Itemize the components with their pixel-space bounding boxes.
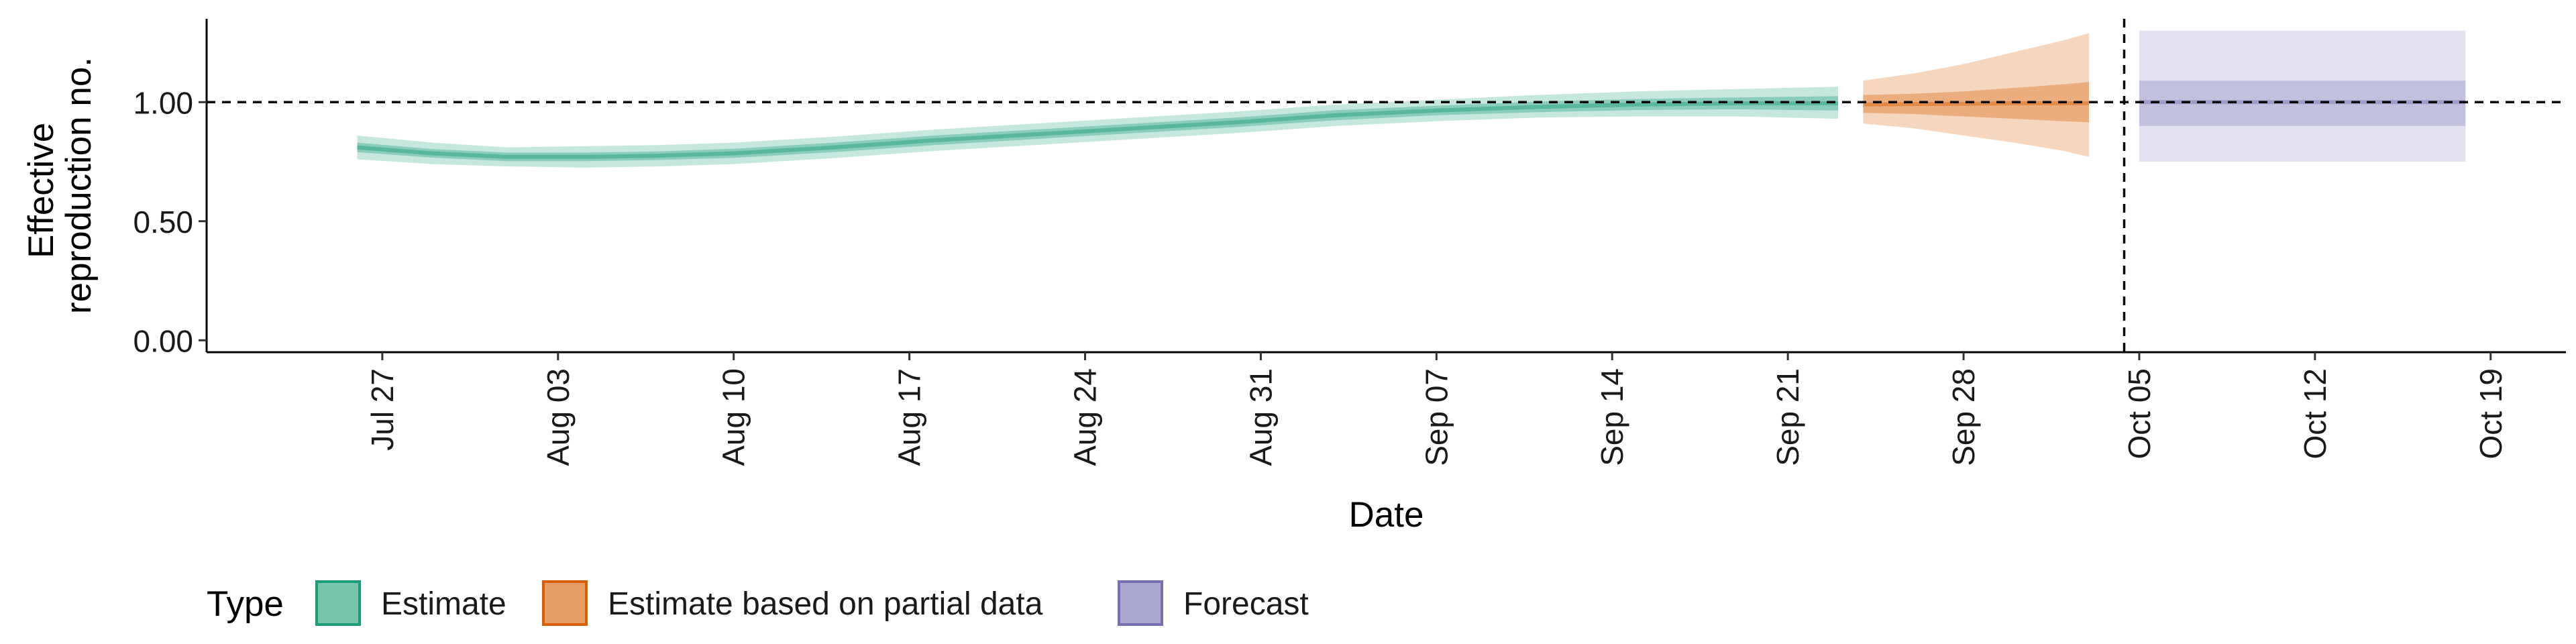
forecast-ribbon-90 — [2139, 30, 2466, 162]
estimate-based-on-partial-data-ribbon-50 — [1863, 82, 2090, 123]
legend: Type Estimate Estimate based on partial d… — [207, 580, 1309, 626]
x-tick-label: Sep 07 — [1419, 368, 1454, 466]
reference-lines — [207, 19, 2566, 352]
legend-label-forecast: Forecast — [1183, 586, 1309, 622]
legend-label-estimate: Estimate — [381, 586, 506, 622]
ribbon-layer — [357, 30, 2466, 168]
x-tick-label: Aug 03 — [541, 368, 576, 466]
legend-title: Type — [207, 584, 284, 624]
y-ticks: 0.00 0.50 1.00 — [133, 85, 207, 358]
x-tick-label: Aug 10 — [716, 368, 751, 466]
x-tick-label: Sep 28 — [1946, 368, 1981, 466]
estimate-ribbon-50 — [357, 96, 1838, 162]
estimate-based-on-partial-data-median-line — [1863, 101, 2090, 107]
x-tick-label: Jul 27 — [365, 368, 400, 451]
y-axis-title: Effective reproduction no. — [21, 57, 99, 314]
legend-key-forecast — [1118, 580, 1163, 626]
x-tick-label: Oct 12 — [2298, 368, 2332, 460]
estimate-based-on-partial-data-ribbon-90 — [1863, 33, 2090, 157]
legend-key-estimate-based-on-partial-data — [542, 580, 588, 626]
axes — [205, 19, 2566, 354]
y-axis-title-line-1: Effective — [21, 123, 61, 258]
x-tick-label: Aug 31 — [1243, 368, 1278, 466]
x-tick-label: Aug 24 — [1068, 368, 1103, 466]
estimate-ribbon-90 — [357, 87, 1838, 168]
x-tick-label: Sep 14 — [1595, 368, 1629, 466]
legend-key-estimate — [315, 580, 361, 626]
y-tick-label: 0.00 — [133, 323, 193, 358]
median-layer — [357, 100, 2466, 159]
y-axis-title-line-2: reproduction no. — [59, 57, 99, 314]
y-tick-label: 0.50 — [133, 205, 193, 239]
x-tick-label: Aug 17 — [892, 368, 927, 466]
x-ticks: Jul 27 Aug 03 Aug 10 Aug 17 Aug 24 Aug 31 Sep … — [365, 352, 2508, 466]
y-tick-label: 1.00 — [133, 85, 193, 120]
x-axis-title: Date — [1349, 495, 1424, 535]
x-tick-label: Oct 05 — [2122, 368, 2157, 460]
legend-items: Estimate Estimate based on partial data Fo… — [315, 580, 1309, 626]
x-tick-label: Sep 21 — [1770, 368, 1805, 466]
legend-label-estimate-based-on-partial-data: Estimate based on partial data — [608, 586, 1043, 622]
forecast-ribbon-50 — [2139, 80, 2466, 126]
estimate-median-line — [357, 101, 1838, 159]
x-tick-label: Oct 19 — [2473, 368, 2508, 460]
